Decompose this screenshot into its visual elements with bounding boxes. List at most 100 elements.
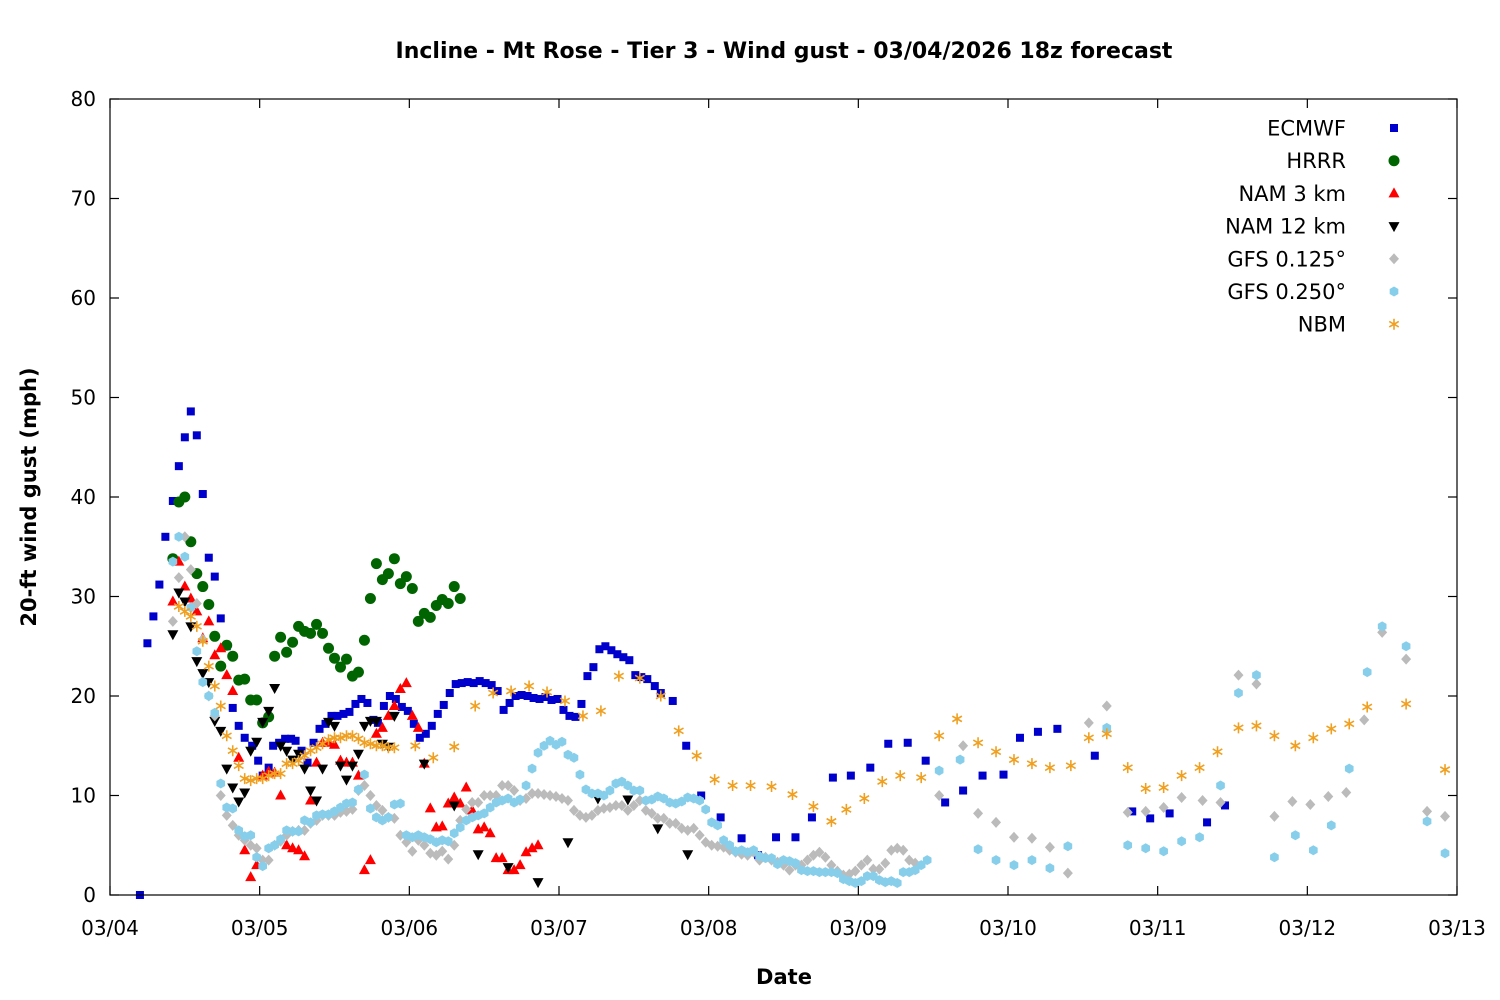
data-point-nam-12-km	[299, 764, 311, 775]
data-point-ecmwf	[351, 699, 360, 708]
data-point-ecmwf	[716, 813, 725, 822]
data-point-gfs-0-125	[377, 804, 388, 816]
data-point-gfs-0-125	[533, 788, 544, 800]
data-point-gfs-0-250	[791, 858, 800, 869]
data-point-gfs-0-125	[527, 788, 538, 800]
data-point-gfs-0-125	[568, 804, 579, 816]
data-point-ecmwf	[650, 682, 659, 691]
data-point-hrrr	[340, 653, 352, 665]
data-point-ecmwf	[385, 692, 394, 700]
data-point-gfs-0-250	[1063, 841, 1073, 852]
y-tick-label: 10	[71, 784, 96, 808]
data-point-hrrr	[287, 636, 299, 648]
data-point-ecmwf	[846, 771, 855, 780]
data-point-nam-12-km	[263, 706, 275, 717]
data-point-nbm	[365, 738, 376, 750]
data-point-ecmwf	[357, 694, 366, 703]
data-point-ecmwf	[363, 698, 372, 707]
data-point-nbm	[1212, 746, 1223, 758]
data-point-gfs-0-250	[306, 817, 315, 828]
data-point-gfs-0-250	[695, 795, 705, 806]
data-point-gfs-0-250	[396, 798, 405, 809]
data-point-nbm	[275, 768, 286, 780]
data-point-hrrr	[448, 581, 460, 593]
data-point-gfs-0-250	[1195, 832, 1204, 843]
data-point-hrrr	[334, 661, 346, 673]
data-point-nbm	[1194, 762, 1205, 774]
legend-item-gfs-0-250: GFS 0.250°	[1227, 280, 1399, 304]
data-point-nbm	[1122, 762, 1133, 774]
data-point-nam-12-km	[418, 759, 430, 770]
data-point-gfs-0-125	[539, 789, 550, 801]
data-point-nbm	[203, 660, 214, 672]
data-point-gfs-0-125	[622, 804, 633, 816]
data-point-nam-12-km	[448, 801, 460, 812]
data-point-ecmwf	[327, 711, 336, 720]
data-point-ecmwf	[1090, 751, 1099, 760]
data-point-hrrr	[442, 597, 454, 609]
data-point-gfs-0-125	[586, 809, 597, 821]
data-point-hrrr	[239, 673, 251, 685]
data-point-ecmwf	[204, 553, 213, 562]
data-point-nbm	[389, 742, 400, 754]
data-point-ecmwf	[559, 705, 568, 714]
data-point-ecmwf	[682, 741, 691, 750]
data-point-gfs-0-125	[1251, 678, 1262, 690]
x-tick-label: 03/09	[830, 916, 888, 940]
data-point-nbm	[428, 752, 439, 764]
data-point-gfs-0-250	[767, 853, 776, 864]
data-point-nbm	[691, 750, 702, 762]
y-tick-label: 20	[71, 684, 96, 708]
data-point-nbm	[1439, 764, 1451, 776]
data-point-gfs-0-250	[198, 677, 208, 688]
data-point-gfs-0-125	[545, 790, 556, 801]
x-tick-label: 03/12	[1279, 916, 1337, 940]
data-point-nam-3-km	[287, 842, 299, 853]
data-point-ecmwf	[186, 407, 195, 416]
legend-item-hrrr: HRRR	[1286, 149, 1400, 173]
data-point-gfs-0-125	[991, 816, 1002, 828]
data-point-gfs-0-250	[955, 754, 965, 765]
data-point-ecmwf	[535, 694, 544, 703]
data-point-ecmwf	[1033, 727, 1042, 736]
data-point-gfs-0-125	[862, 854, 873, 866]
data-point-nam-3-km	[520, 846, 532, 857]
data-point-nam-3-km	[424, 802, 436, 813]
data-point-gfs-0-125	[1140, 805, 1151, 817]
data-point-nam-3-km	[281, 839, 293, 850]
data-point-gfs-0-250	[252, 852, 261, 863]
data-point-hrrr	[454, 592, 466, 604]
data-point-gfs-0-250	[1362, 667, 1372, 678]
data-point-nbm	[808, 800, 819, 812]
data-point-gfs-0-125	[467, 796, 478, 808]
data-point-gfs-0-125	[802, 854, 813, 866]
data-point-gfs-0-250	[521, 780, 531, 791]
data-point-ecmwf	[321, 719, 330, 728]
data-point-nbm	[951, 713, 963, 725]
data-point-gfs-0-125	[826, 859, 837, 871]
data-point-nbm	[470, 700, 481, 712]
series-nbm	[173, 600, 1451, 827]
data-point-gfs-0-125	[1323, 790, 1334, 802]
data-point-nam-3-km	[376, 721, 388, 732]
data-point-nam-12-km	[221, 764, 233, 775]
data-point-gfs-0-125	[437, 845, 448, 857]
data-point-hrrr	[311, 618, 323, 630]
data-point-ecmwf	[155, 580, 164, 589]
data-point-gfs-0-125	[658, 812, 669, 824]
data-point-gfs-0-125	[856, 859, 867, 871]
data-point-nbm	[293, 755, 304, 767]
data-point-nam-3-km	[526, 842, 538, 853]
data-point-gfs-0-125	[1233, 669, 1244, 681]
data-point-nam-3-km	[460, 781, 472, 792]
data-point-gfs-0-125	[652, 812, 663, 824]
data-point-gfs-0-125	[1440, 810, 1451, 822]
data-point-nam-12-km	[682, 850, 694, 861]
legend-label: HRRR	[1286, 149, 1346, 173]
legend-label: GFS 0.125°	[1227, 247, 1346, 271]
data-point-gfs-0-250	[1009, 860, 1019, 871]
data-point-ecmwf	[577, 699, 586, 708]
data-point-nbm	[1251, 720, 1262, 732]
data-point-nbm	[523, 680, 535, 692]
data-point-gfs-0-250	[354, 784, 363, 795]
